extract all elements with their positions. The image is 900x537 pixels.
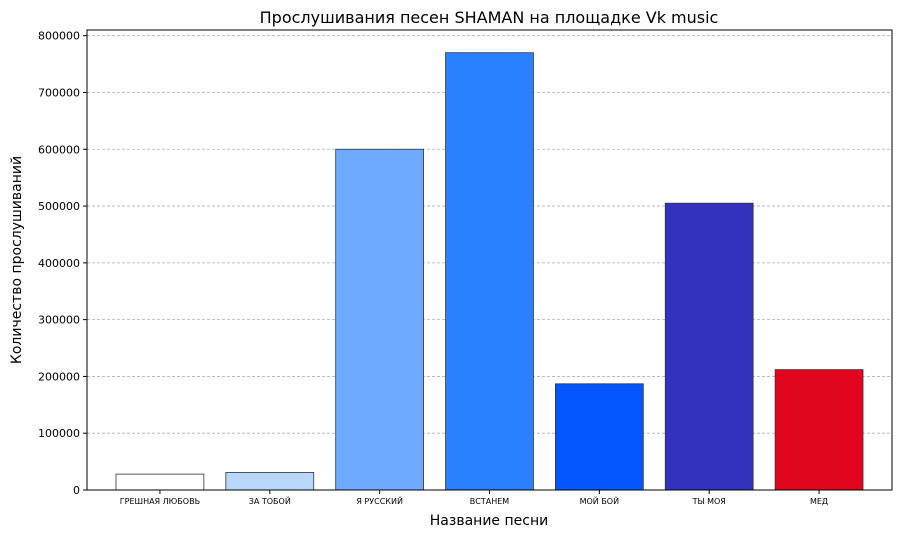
bar [664, 202, 754, 491]
bars [115, 52, 864, 491]
bar [115, 473, 205, 491]
bar [774, 369, 864, 491]
y-tick-label: 0 [73, 484, 80, 497]
y-tick-label: 300000 [38, 314, 80, 327]
y-tick-label: 400000 [38, 257, 80, 270]
x-tick-label: ТЫ МОЯ [692, 497, 726, 506]
y-tick-label: 800000 [38, 30, 80, 43]
y-tick-label: 100000 [38, 427, 80, 440]
x-ticks: ГРЕШНАЯ ЛЮБОВЬ ЗА ТОБОЙ Я РУССКИЙ ВСТАНЕМ МО… [120, 490, 828, 506]
y-axis-label: Количество прослушиваний [9, 156, 25, 364]
bar [225, 471, 315, 491]
bar [445, 52, 534, 491]
chart-title: Прослушивания песен SHAMAN на площадке V… [260, 8, 719, 27]
x-axis-label: Название песни [430, 513, 548, 529]
bar [335, 148, 424, 491]
x-tick-label: Я РУССКИЙ [356, 495, 403, 506]
x-tick-label: ГРЕШНАЯ ЛЮБОВЬ [120, 497, 200, 506]
x-tick-label: ВСТАНЕМ [470, 497, 510, 506]
y-tick-label: 600000 [38, 143, 80, 156]
y-ticks: 0 100000 200000 300000 400000 500000 600000 700… [38, 30, 87, 497]
y-tick-label: 700000 [38, 86, 80, 99]
x-tick-label: ЗА ТОБОЙ [249, 495, 291, 506]
bar [555, 383, 644, 491]
x-tick-label: МЕД [810, 497, 828, 506]
y-tick-label: 200000 [38, 370, 80, 383]
x-tick-label: МОЙ БОЙ [580, 495, 620, 506]
y-tick-label: 500000 [38, 200, 80, 213]
